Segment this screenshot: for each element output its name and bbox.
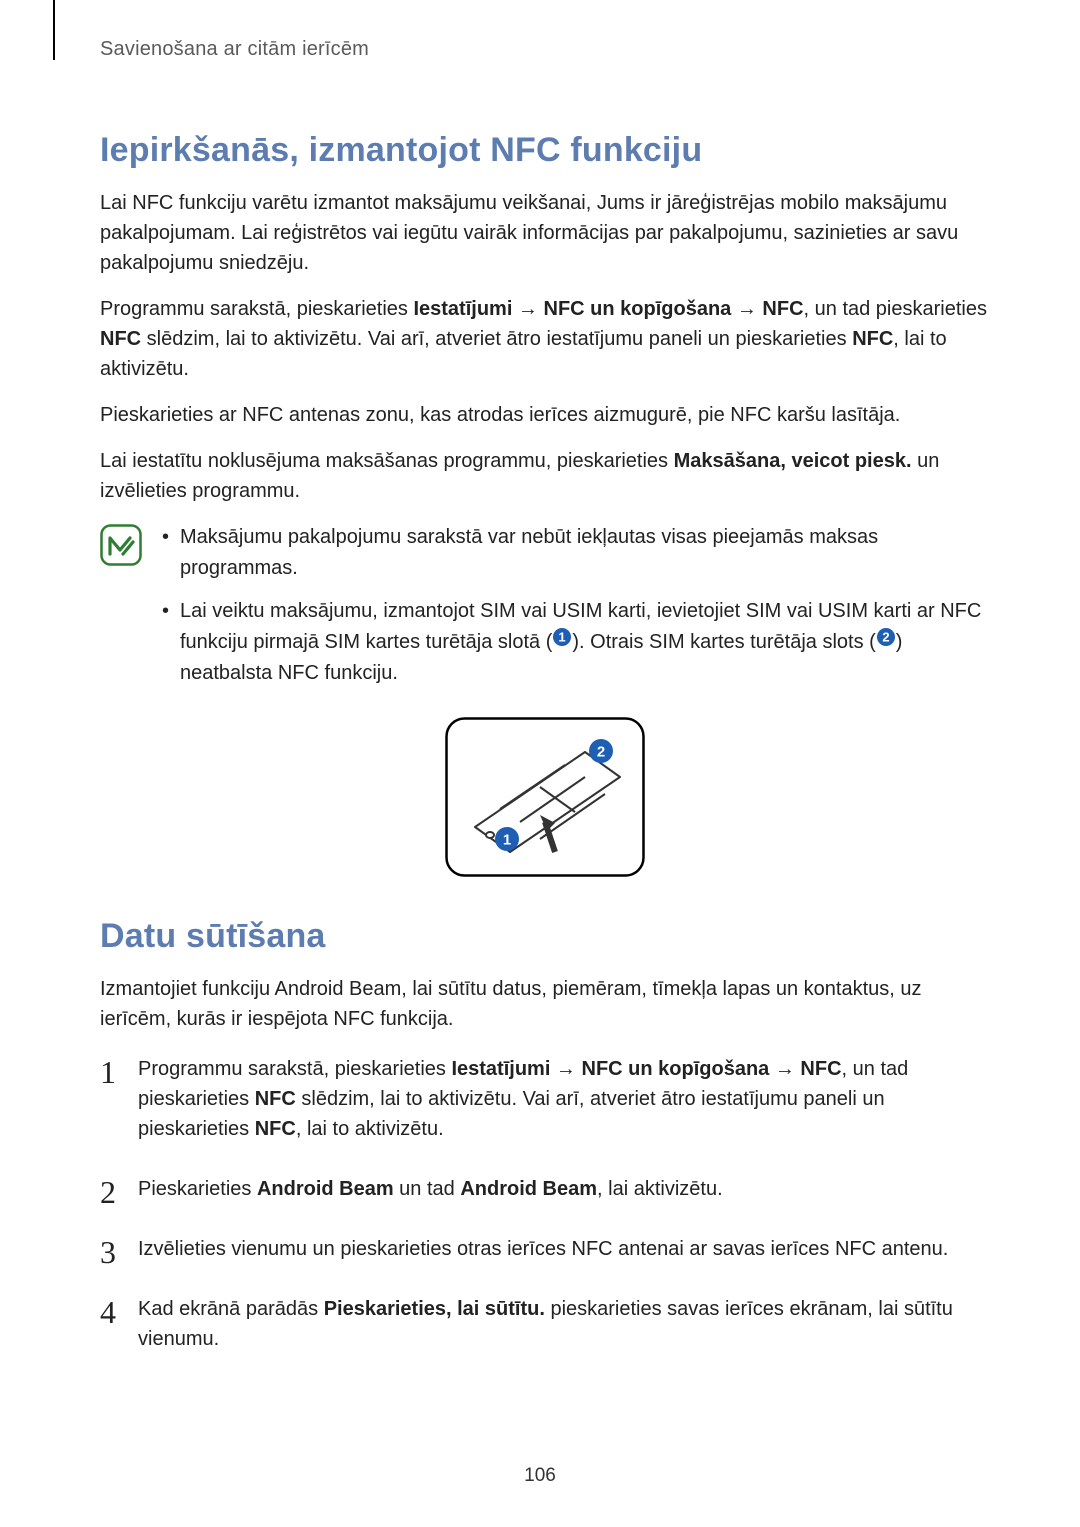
- breadcrumb: Savienošana ar citām ierīcēm: [100, 38, 990, 61]
- ui-label: Iestatījumi: [451, 1058, 550, 1080]
- ui-label: NFC: [762, 298, 803, 320]
- text: slēdzim, lai to aktivizētu. Vai arī, atv…: [141, 328, 852, 350]
- text: Programmu sarakstā, pieskarieties: [100, 298, 413, 320]
- ui-label: NFC: [255, 1118, 296, 1140]
- list-item: Maksājumu pakalpojumu sarakstā var nebūt…: [158, 522, 990, 584]
- paragraph: Pieskarieties ar NFC antenas zonu, kas a…: [100, 400, 990, 430]
- header-rule: [53, 0, 55, 60]
- ui-label: NFC: [852, 328, 893, 350]
- ui-label: NFC: [800, 1058, 841, 1080]
- text: , un tad pieskarieties: [804, 298, 987, 320]
- svg-text:1: 1: [503, 832, 511, 849]
- ui-label: Iestatījumi: [413, 298, 512, 320]
- steps-list: Programmu sarakstā, pieskarieties Iestat…: [100, 1054, 990, 1354]
- text: ). Otrais SIM kartes turētāja slots (: [572, 631, 875, 653]
- badge-2-icon: 2: [876, 626, 896, 657]
- note-icon: [100, 524, 142, 571]
- paragraph: Lai NFC funkciju varētu izmantot maksāju…: [100, 188, 990, 278]
- arrow: →: [769, 1058, 800, 1080]
- text: Maksājumu pakalpojumu sarakstā var nebūt…: [180, 526, 878, 579]
- text: un tad: [394, 1178, 461, 1200]
- ui-label: NFC: [100, 328, 141, 350]
- paragraph: Programmu sarakstā, pieskarieties Iestat…: [100, 294, 990, 384]
- text: Izvēlieties vienumu un pieskarieties otr…: [138, 1238, 948, 1260]
- svg-text:2: 2: [882, 630, 889, 645]
- text: Programmu sarakstā, pieskarieties: [138, 1058, 451, 1080]
- paragraph: Izmantojiet funkciju Android Beam, lai s…: [100, 974, 990, 1034]
- ui-label: Maksāšana, veicot piesk.: [674, 450, 912, 472]
- arrow: →: [512, 298, 543, 320]
- step-item: Programmu sarakstā, pieskarieties Iestat…: [100, 1054, 990, 1144]
- page-number: 106: [0, 1465, 1080, 1487]
- page-content: Savienošana ar citām ierīcēm Iepirkšanās…: [0, 0, 1080, 1354]
- text: Lai iestatītu noklusējuma maksāšanas pro…: [100, 450, 674, 472]
- ui-label: NFC un kopīgošana: [582, 1058, 770, 1080]
- step-item: Pieskarieties Android Beam un tad Androi…: [100, 1174, 990, 1204]
- ui-label: NFC un kopīgošana: [544, 298, 732, 320]
- paragraph: Lai iestatītu noklusējuma maksāšanas pro…: [100, 446, 990, 506]
- sim-tray-diagram: 1 2: [100, 717, 990, 877]
- section-heading-nfc-shopping: Iepirkšanās, izmantojot NFC funkciju: [100, 131, 990, 170]
- list-item: Lai veiktu maksājumu, izmantojot SIM vai…: [158, 596, 990, 689]
- note-block: Maksājumu pakalpojumu sarakstā var nebūt…: [100, 522, 990, 701]
- step-item: Izvēlieties vienumu un pieskarieties otr…: [100, 1234, 990, 1264]
- ui-label: Android Beam: [460, 1178, 597, 1200]
- svg-text:2: 2: [597, 744, 605, 761]
- arrow: →: [731, 298, 762, 320]
- ui-label: Pieskarieties, lai sūtītu.: [324, 1298, 545, 1320]
- text: , lai to aktivizētu.: [296, 1118, 444, 1140]
- ui-label: Android Beam: [257, 1178, 394, 1200]
- text: Pieskarieties: [138, 1178, 257, 1200]
- section-heading-data-send: Datu sūtīšana: [100, 917, 990, 956]
- badge-1-icon: 1: [552, 626, 572, 657]
- note-list: Maksājumu pakalpojumu sarakstā var nebūt…: [158, 522, 990, 701]
- step-item: Kad ekrānā parādās Pieskarieties, lai sū…: [100, 1294, 990, 1354]
- svg-text:1: 1: [559, 630, 566, 645]
- text: , lai aktivizētu.: [597, 1178, 723, 1200]
- ui-label: NFC: [255, 1088, 296, 1110]
- text: Kad ekrānā parādās: [138, 1298, 324, 1320]
- arrow: →: [550, 1058, 581, 1080]
